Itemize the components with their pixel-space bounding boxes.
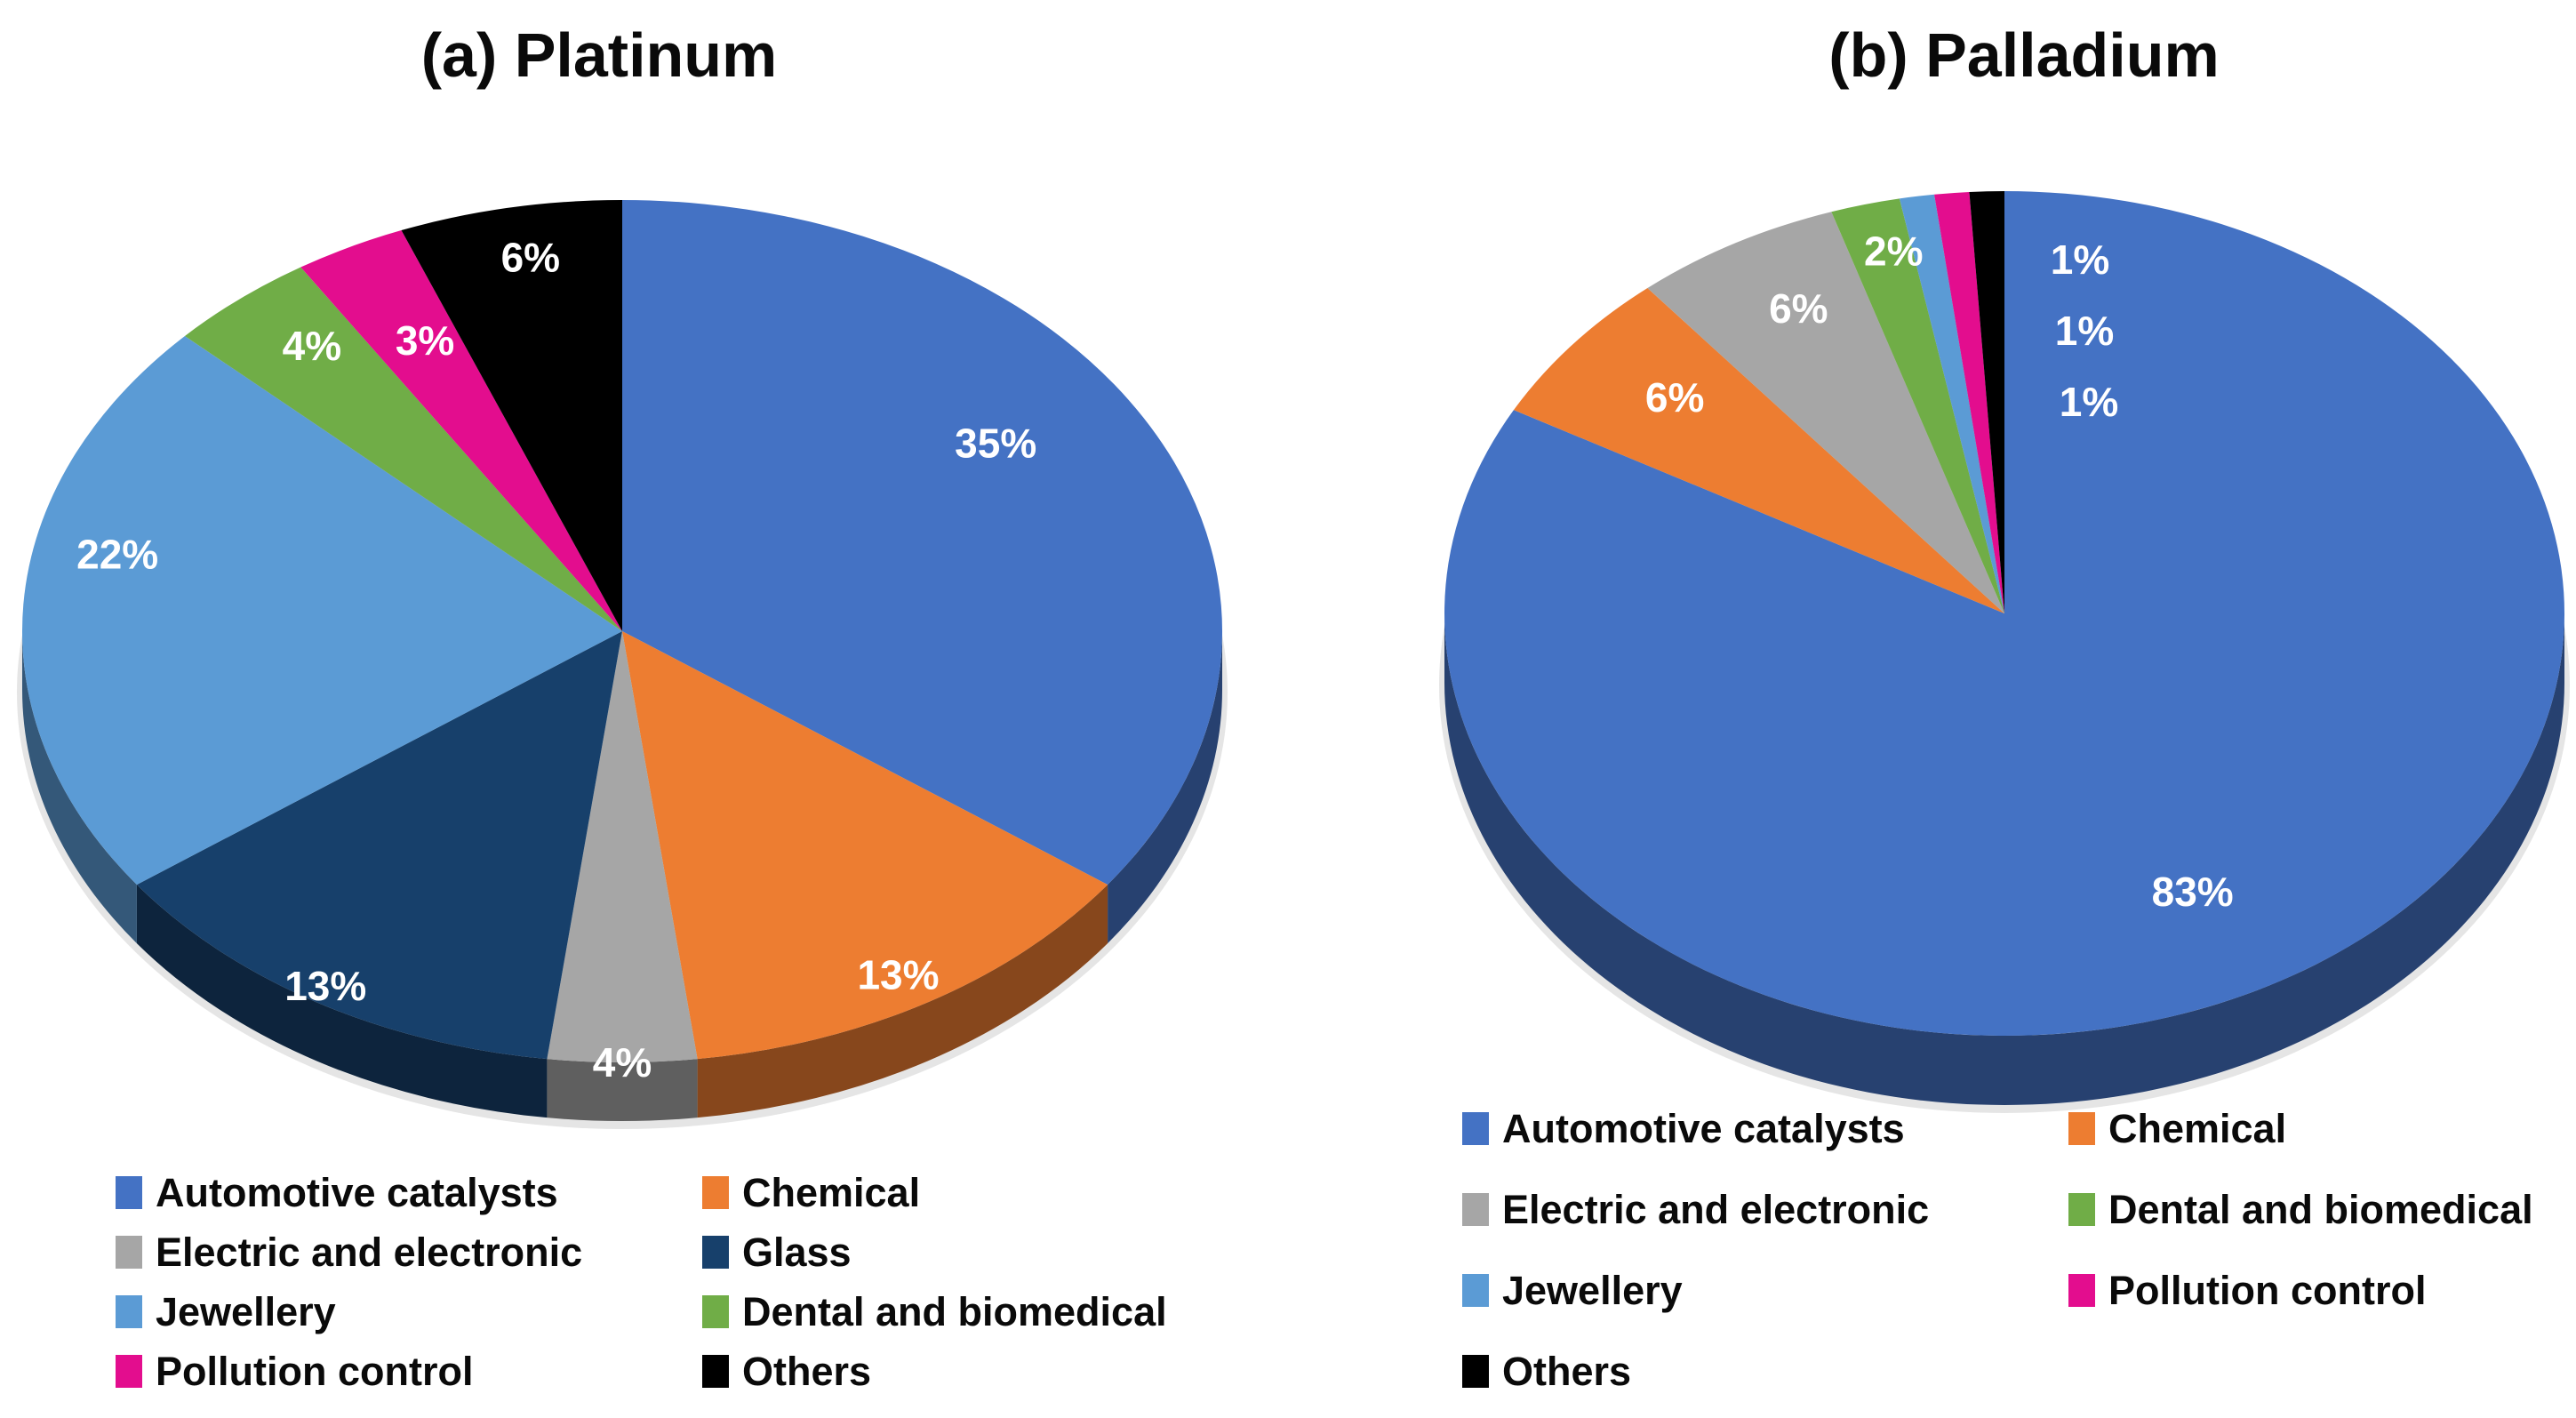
pie-slice-jewellery <box>1899 194 2004 613</box>
legend-label-electric-and-electronic: Electric and electronic <box>156 1229 583 1275</box>
legend-label-dental-and-biomedical: Dental and biomedical <box>742 1288 1167 1334</box>
chart-a-legend: Automotive catalysts Chemical Electric and… <box>116 1163 1167 1401</box>
legend-item-chemical: Chemical <box>2068 1088 2533 1169</box>
pie-side-electric-and-electronic <box>547 1059 698 1122</box>
legend-item-jewellery: Jewellery <box>116 1282 702 1342</box>
legend-label-chemical: Chemical <box>742 1169 921 1215</box>
pie-slice-pollution-control <box>300 230 622 631</box>
legend-label-automotive-catalysts: Automotive catalysts <box>1502 1105 1905 1151</box>
pie-chart-a-platinum: 35% 13% 4% 13% 22% 4% 3% 6% <box>17 200 1228 1129</box>
legend-label-chemical: Chemical <box>2108 1105 2287 1151</box>
slice-label-automotive-catalysts: 35% <box>955 421 1036 467</box>
legend-swatch-jewellery <box>116 1295 142 1328</box>
legend-swatch-electric-and-electronic <box>1462 1193 1489 1226</box>
pie-side-jewellery <box>22 631 137 944</box>
legend-label-automotive-catalysts: Automotive catalysts <box>156 1169 558 1215</box>
slice-label-electric-and-electronic: 4% <box>593 1039 652 1086</box>
pie-side-glass <box>136 885 548 1118</box>
legend-item-electric-and-electronic: Electric and electronic <box>1462 1169 2068 1250</box>
slice-label-pollution-control: 1% <box>2055 308 2114 354</box>
slice-label-jewellery: 22% <box>76 531 158 577</box>
legend-label-pollution-control: Pollution control <box>156 1348 474 1394</box>
legend-item-automotive-catalysts: Automotive catalysts <box>116 1163 702 1222</box>
legend-swatch-others <box>702 1355 729 1388</box>
pie-side-chemical <box>697 885 1108 1118</box>
legend-label-pollution-control: Pollution control <box>2108 1267 2427 1313</box>
legend-swatch-automotive-catalysts <box>116 1176 142 1209</box>
slice-label-chemical: 13% <box>857 951 939 997</box>
pie-slice-dental-and-biomedical <box>184 267 622 631</box>
pie-slice-automotive-catalysts <box>1444 191 2565 1036</box>
slice-label-glass: 13% <box>284 963 366 1009</box>
slice-label-electric-and-electronic: 6% <box>1769 285 1828 332</box>
legend-item-others: Others <box>1462 1331 2068 1412</box>
slice-label-automotive-catalysts: 83% <box>2152 869 2234 915</box>
legend-item-chemical: Chemical <box>702 1163 1167 1222</box>
pie-slice-glass <box>136 631 622 1060</box>
slice-label-pollution-control: 3% <box>396 317 454 364</box>
pie-slice-automotive-catalysts <box>622 200 1223 885</box>
slice-label-dental-and-biomedical: 2% <box>1864 228 1923 275</box>
legend-label-jewellery: Jewellery <box>156 1288 336 1334</box>
legend-swatch-chemical <box>2068 1112 2095 1145</box>
pie-side-automotive-catalysts <box>1108 631 1222 944</box>
legend-item-pollution-control: Pollution control <box>2068 1250 2533 1331</box>
slice-label-others: 1% <box>2060 379 2118 425</box>
legend-label-others: Others <box>742 1348 872 1394</box>
pie-chart-b-palladium: 83% 6% 6% 2% 1% 1% 1% <box>1439 191 2570 1113</box>
legend-swatch-pollution-control <box>116 1355 142 1388</box>
legend-item-glass: Glass <box>702 1222 1167 1282</box>
legend-label-jewellery: Jewellery <box>1502 1267 1683 1313</box>
pie-slice-chemical <box>1513 288 2004 613</box>
pie-slice-others <box>401 200 622 631</box>
legend-item-jewellery: Jewellery <box>1462 1250 2068 1331</box>
legend-item-pollution-control: Pollution control <box>116 1342 702 1401</box>
pie-slice-dental-and-biomedical <box>1831 198 2004 613</box>
pie-slice-chemical <box>622 631 1108 1060</box>
legend-label-glass: Glass <box>742 1229 852 1275</box>
legend-swatch-automotive-catalysts <box>1462 1112 1489 1145</box>
slice-label-dental-and-biomedical: 4% <box>283 323 341 369</box>
pie-slice-others <box>1969 191 2004 613</box>
pie-slice-jewellery <box>21 335 623 885</box>
slice-label-jewellery: 1% <box>2051 236 2109 283</box>
pie-slice-electric-and-electronic <box>547 631 698 1063</box>
pie-side-automotive-catalysts <box>1444 613 2564 1105</box>
legend-swatch-dental-and-biomedical <box>2068 1193 2095 1226</box>
legend-item-dental-and-biomedical: Dental and biomedical <box>702 1282 1167 1342</box>
pie-slice-electric-and-electronic <box>1647 212 2004 613</box>
chart-b-title: (b) Palladium <box>1828 20 2220 90</box>
legend-swatch-electric-and-electronic <box>116 1236 142 1269</box>
legend-item-dental-and-biomedical: Dental and biomedical <box>2068 1169 2533 1250</box>
legend-swatch-others <box>1462 1355 1489 1388</box>
slice-label-chemical: 6% <box>1645 374 1704 421</box>
legend-swatch-chemical <box>702 1176 729 1209</box>
pie-slice-pollution-control <box>1934 191 2004 613</box>
legend-item-electric-and-electronic: Electric and electronic <box>116 1222 702 1282</box>
legend-item-others: Others <box>702 1342 1167 1401</box>
slice-label-others: 6% <box>501 235 560 281</box>
legend-label-electric-and-electronic: Electric and electronic <box>1502 1186 1930 1232</box>
legend-label-dental-and-biomedical: Dental and biomedical <box>2108 1186 2533 1232</box>
chart-a-title: (a) Platinum <box>420 20 778 90</box>
chart-b-legend: Automotive catalysts Chemical Electric and… <box>1462 1088 2533 1412</box>
legend-swatch-jewellery <box>1462 1274 1489 1307</box>
legend-swatch-dental-and-biomedical <box>702 1295 729 1328</box>
legend-label-others: Others <box>1502 1348 1632 1394</box>
legend-item-automotive-catalysts: Automotive catalysts <box>1462 1088 2068 1169</box>
legend-swatch-pollution-control <box>2068 1274 2095 1307</box>
legend-swatch-glass <box>702 1236 729 1269</box>
